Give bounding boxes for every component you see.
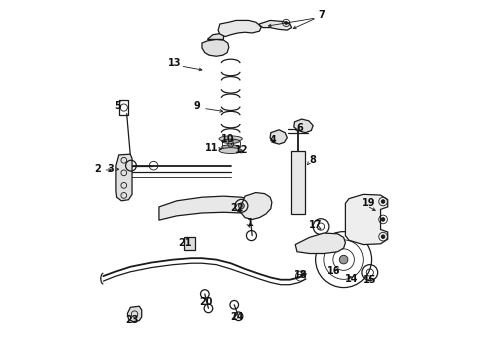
Text: 21: 21 (178, 238, 192, 248)
Text: 9: 9 (193, 102, 200, 112)
Polygon shape (207, 34, 223, 40)
Circle shape (285, 22, 288, 24)
Text: 8: 8 (310, 155, 317, 165)
Text: 20: 20 (199, 297, 213, 307)
Polygon shape (270, 130, 287, 144)
Text: 10: 10 (221, 134, 235, 144)
Text: 16: 16 (327, 266, 341, 276)
Text: 11: 11 (205, 143, 219, 153)
Polygon shape (259, 21, 292, 30)
Polygon shape (291, 151, 305, 214)
Text: 6: 6 (296, 123, 303, 133)
Text: 14: 14 (345, 274, 359, 284)
Text: 22: 22 (230, 203, 244, 213)
Polygon shape (159, 196, 262, 220)
Circle shape (339, 255, 348, 264)
Text: 18: 18 (294, 270, 307, 280)
Text: 5: 5 (114, 102, 121, 112)
Text: 7: 7 (318, 10, 325, 20)
Polygon shape (218, 21, 261, 37)
Text: 13: 13 (169, 58, 182, 68)
Text: 23: 23 (125, 315, 139, 325)
Text: 12: 12 (235, 145, 249, 155)
Ellipse shape (219, 148, 243, 153)
Polygon shape (127, 306, 142, 321)
Polygon shape (202, 40, 229, 56)
Text: 24: 24 (230, 312, 244, 322)
Text: 2: 2 (95, 164, 101, 174)
Text: 19: 19 (362, 198, 375, 208)
Ellipse shape (219, 136, 243, 141)
Polygon shape (184, 237, 195, 250)
Polygon shape (241, 193, 272, 220)
Text: 15: 15 (363, 275, 376, 285)
Polygon shape (294, 119, 313, 133)
Text: 4: 4 (270, 135, 276, 145)
Polygon shape (295, 233, 345, 253)
Polygon shape (345, 194, 388, 244)
Text: 1: 1 (247, 218, 254, 228)
Polygon shape (116, 154, 132, 201)
Circle shape (381, 200, 385, 203)
Text: 17: 17 (309, 220, 323, 230)
Circle shape (381, 235, 385, 238)
Ellipse shape (221, 145, 240, 149)
Ellipse shape (221, 139, 240, 143)
Circle shape (381, 218, 385, 221)
Circle shape (239, 203, 245, 209)
Text: 3: 3 (108, 163, 115, 174)
